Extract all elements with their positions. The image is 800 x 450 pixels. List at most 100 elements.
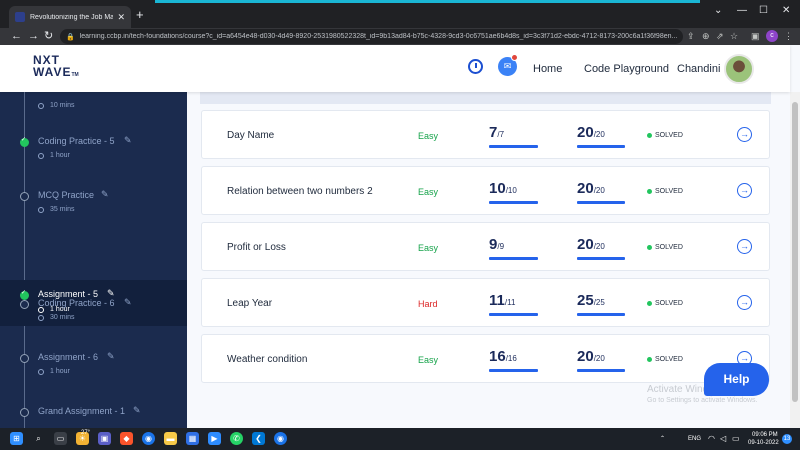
edit-pencil-icon[interactable]: ✎ — [133, 405, 141, 415]
edit-pencil-icon[interactable]: ✎ — [124, 135, 132, 145]
sidebar-item-assignment-5[interactable]: Assignment - 5 ✎ 1 hour — [0, 280, 187, 326]
clock-icon — [38, 152, 44, 159]
reload-icon[interactable]: ↻ — [44, 30, 54, 42]
tray-chevron-icon[interactable]: ⌃ — [660, 436, 666, 442]
page-scrollbar[interactable] — [790, 92, 800, 428]
logo-line2: WAVETM — [33, 66, 79, 81]
whatsapp-icon[interactable]: ✆ — [230, 432, 243, 445]
new-tab-button[interactable]: + — [136, 7, 144, 22]
battery-icon[interactable]: ▭ — [732, 434, 740, 443]
help-button[interactable]: Help — [704, 363, 769, 396]
question-name: Relation between two numbers 2 — [227, 186, 373, 197]
file-explorer-icon[interactable]: ▬ — [164, 432, 177, 445]
open-question-arrow-icon[interactable]: → — [737, 127, 752, 142]
forward-icon[interactable]: → — [28, 30, 39, 42]
sidebar-item-duration-text: 30 mins — [50, 314, 75, 321]
score-total: /20 — [593, 186, 605, 195]
menu-kebab-icon[interactable]: ⋮ — [784, 31, 793, 41]
brave-browser-icon[interactable]: ◆ — [120, 432, 133, 445]
chat-icon[interactable]: ✉ — [498, 57, 517, 76]
task-view-icon[interactable]: ▭ — [54, 432, 67, 445]
sidebar-item-coding-practice-5[interactable]: Coding Practice - 5 ✎ 1 hour — [0, 134, 187, 180]
passed-total: /7 — [497, 130, 505, 139]
sidebar-item-grand-assignment-1[interactable]: Grand Assignment - 1 ✎ — [0, 404, 187, 428]
tab-search-icon[interactable]: ⌄ — [714, 5, 723, 16]
sidebar-item-duration-text: 35 mins — [50, 206, 75, 213]
question-row[interactable]: Day Name Easy 7/7 20/20 SOLVED → — [201, 110, 770, 159]
score-value: 20 — [577, 124, 594, 141]
edit-pencil-icon[interactable]: ✎ — [101, 189, 109, 199]
passed-value: 7 — [489, 124, 498, 141]
edit-pencil-icon[interactable]: ✎ — [107, 351, 115, 361]
maximize-button[interactable]: ☐ — [759, 5, 768, 16]
bookmark-star-icon[interactable]: ☆ — [730, 31, 739, 41]
site-header: NXT WAVETM ✉ Home Code Playground Chandi… — [0, 45, 790, 92]
score: 20/20 — [577, 180, 605, 198]
share-icon[interactable]: ⇪ — [687, 31, 695, 41]
chrome-icon[interactable]: ◉ — [142, 432, 155, 445]
close-window-button[interactable]: ✕ — [782, 5, 791, 16]
minimize-button[interactable]: — — [737, 5, 747, 16]
clock-time[interactable]: 09:06 PM — [752, 432, 778, 438]
zoom-app-icon[interactable]: ▶ — [208, 432, 221, 445]
search-icon[interactable]: ⌕ — [36, 434, 41, 443]
calendar-app-icon[interactable]: ▦ — [186, 432, 199, 445]
sidebar-toggle-icon[interactable]: ▣ — [751, 31, 760, 41]
stopwatch-icon[interactable] — [468, 59, 483, 74]
nav-code-playground-link[interactable]: Code Playground — [584, 63, 670, 75]
sidebar-item-mcq-practice[interactable]: MCQ Practice ✎ 35 mins — [0, 188, 187, 234]
web-page: NXT WAVETM ✉ Home Code Playground Chandi… — [0, 45, 800, 428]
share-page-icon[interactable]: ⇗ — [716, 31, 724, 41]
sidebar-item-title: Coding Practice - 6 — [38, 298, 115, 308]
tab-bar: Revolutionizing the Job Market | ✕ + ⌄ —… — [0, 0, 800, 28]
pending-circle-icon — [20, 408, 29, 417]
windows-taskbar: ⊞ ⌕ ▭ ☀ 27° ▣ ◆ ◉ ▬ ▦ ▶ ✆ ❮ ◉ ⌃ ENG ◠ ◁ … — [0, 428, 800, 450]
nxtwave-logo[interactable]: NXT WAVETM — [33, 54, 79, 81]
passed-progress-bar — [489, 145, 538, 148]
nav-home-link[interactable]: Home — [533, 63, 563, 75]
score-value: 25 — [577, 292, 594, 309]
edit-pencil-icon[interactable]: ✎ — [124, 297, 132, 307]
weather-icon[interactable]: ☀ — [76, 432, 89, 445]
zoom-icon[interactable]: ⊕ — [702, 31, 710, 41]
difficulty-badge: Hard — [418, 299, 438, 309]
back-icon[interactable]: ← — [11, 30, 22, 42]
clock-date[interactable]: 09-10-2022 — [748, 440, 779, 446]
language-indicator[interactable]: ENG — [688, 436, 702, 442]
sidebar-item-duration: 30 mins — [38, 313, 75, 322]
vscode-icon[interactable]: ❮ — [252, 432, 265, 445]
sidebar-item[interactable]: 10 mins — [0, 92, 187, 130]
question-row[interactable]: Profit or Loss Easy 9/9 20/20 SOLVED → — [201, 222, 770, 271]
lock-icon: 🔒 — [66, 33, 75, 41]
open-question-arrow-icon[interactable]: → — [737, 295, 752, 310]
browser-tab[interactable]: Revolutionizing the Job Market | ✕ — [9, 6, 131, 28]
clock-icon — [38, 306, 44, 313]
sidebar-item-assignment-6[interactable]: Assignment - 6 ✎ 1 hour — [0, 350, 187, 396]
sidebar-item-title: Assignment - 6 — [38, 352, 99, 362]
teams-chat-icon[interactable]: ▣ — [98, 432, 111, 445]
question-row[interactable]: Leap Year Hard 11/11 25/25 SOLVED → — [201, 278, 770, 327]
tab-close-icon[interactable]: ✕ — [117, 11, 125, 22]
score-progress-bar — [577, 257, 625, 260]
scrollbar-thumb[interactable] — [792, 102, 798, 402]
wifi-icon[interactable]: ◠ — [708, 434, 715, 443]
chrome-profile-icon[interactable]: ◉ — [274, 432, 287, 445]
passed-value: 10 — [489, 180, 506, 197]
sidebar-item-duration: 1 hour — [38, 305, 70, 314]
open-question-arrow-icon[interactable]: → — [737, 183, 752, 198]
notification-count-badge[interactable]: 13 — [782, 434, 792, 444]
score-progress-bar — [577, 369, 625, 372]
passed-count: 7/7 — [489, 124, 504, 142]
difficulty-badge: Easy — [418, 355, 439, 365]
address-bar[interactable]: 🔒 learning.ccbp.in/tech-foundations/cour… — [60, 29, 683, 44]
open-question-arrow-icon[interactable]: → — [737, 239, 752, 254]
edit-pencil-icon[interactable]: ✎ — [107, 288, 115, 298]
sidebar-item-coding-practice-6[interactable]: Coding Practice - 6 ✎ 30 mins — [0, 296, 187, 342]
question-row[interactable]: Weather condition Easy 16/16 20/20 SOLVE… — [201, 334, 770, 383]
profile-avatar-button[interactable]: c — [766, 30, 778, 42]
user-name[interactable]: Chandini — [677, 63, 721, 75]
volume-icon[interactable]: ◁ — [720, 434, 727, 443]
windows-start-icon[interactable]: ⊞ — [10, 432, 23, 445]
user-avatar[interactable] — [724, 54, 754, 84]
question-row[interactable]: Relation between two numbers 2 Easy 10/1… — [201, 166, 770, 215]
